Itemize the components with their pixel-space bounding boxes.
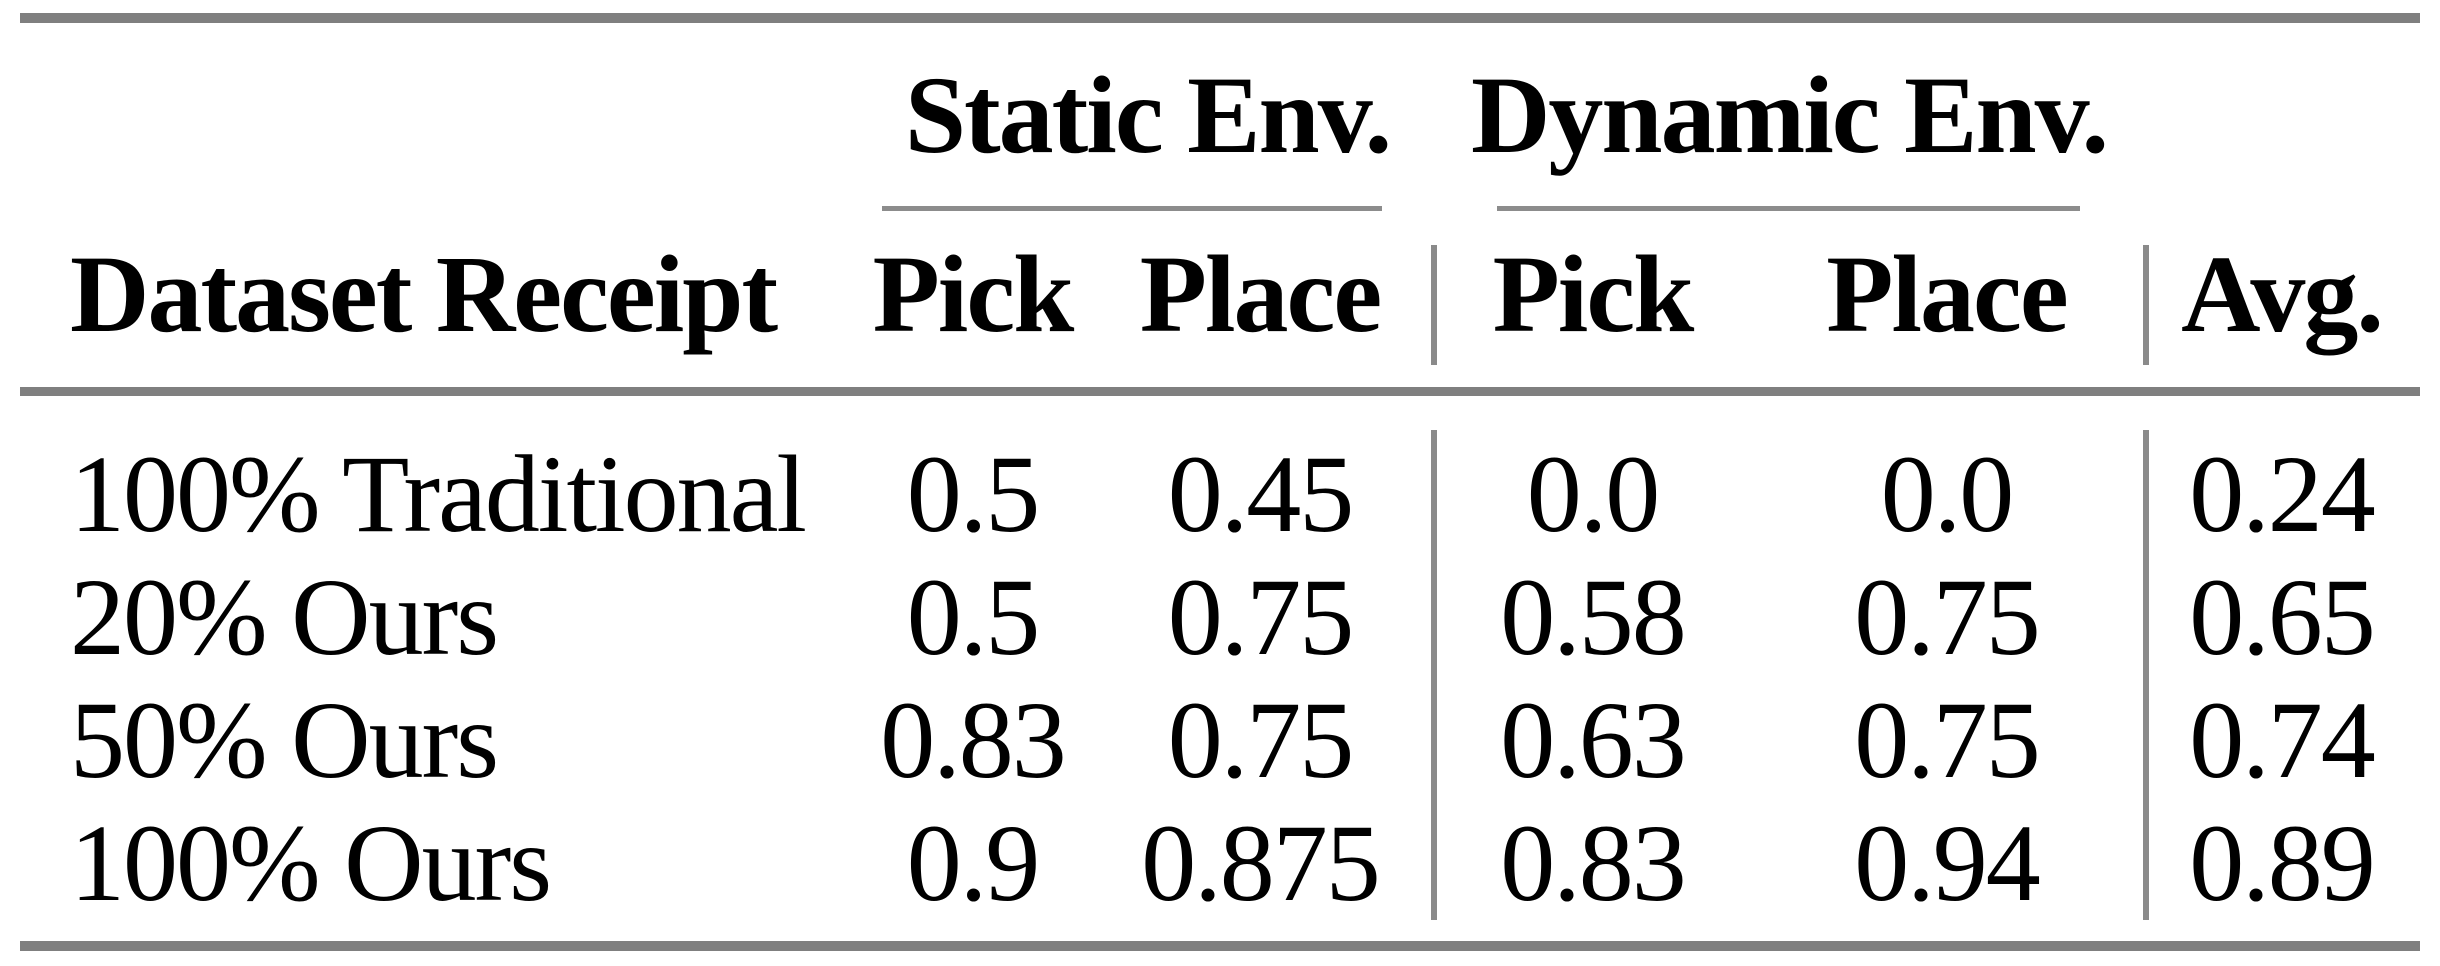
cell-dynamic-place-value: 0.94 [1854, 801, 2041, 924]
table-row: 100% Traditional 0.5 0.45 0.0 0.0 0.24 [20, 382, 2420, 555]
cell-static-place-value: 0.875 [1141, 801, 1381, 924]
cell-static-place-value: 0.75 [1167, 555, 1355, 678]
cell-avg-value: 0.24 [2189, 432, 2376, 555]
column-header-avg: Avg. [2181, 233, 2384, 355]
column-divider-avg [2143, 245, 2149, 365]
cell-dynamic-pick-value: 0.83 [1500, 801, 1687, 924]
cell-dynamic-place-value: 0.75 [1854, 678, 2041, 801]
cell-dynamic-pick-value: 0.63 [1500, 678, 1687, 801]
cell-static-pick-value: 0.5 [906, 555, 1041, 678]
cell-avg-value: 0.74 [2189, 678, 2376, 801]
group-header-dynamic-env: Dynamic Env. [1470, 53, 2109, 176]
middle-rule [20, 387, 2420, 396]
cell-dynamic-place-value: 0.0 [1880, 432, 2015, 555]
cell-static-pick-value: 0.5 [906, 432, 1041, 555]
row-label: 100% Traditional [70, 432, 807, 555]
group-header-row: Static Env. Dynamic Env. [20, 23, 2420, 206]
table-row: 20% Ours 0.5 0.75 0.58 0.75 0.65 [20, 555, 2420, 678]
cell-static-pick-value: 0.9 [906, 801, 1041, 924]
bottom-rule [20, 941, 2420, 951]
cell-dynamic-pick-value: 0.0 [1526, 432, 1661, 555]
column-divider-avg [2143, 430, 2149, 920]
cell-dynamic-place-value: 0.75 [1854, 555, 2041, 678]
column-header-dataset-receipt: Dataset Receipt [70, 233, 778, 355]
group-header-static-env: Static Env. [904, 53, 1392, 176]
column-header-dynamic-pick: Pick [1492, 233, 1695, 355]
column-header-static-place: Place [1139, 233, 1382, 355]
column-header-static-pick: Pick [872, 233, 1075, 355]
dynamic-env-cmidrule [1497, 206, 2080, 211]
table-row: 100% Ours 0.9 0.875 0.83 0.94 0.89 [20, 801, 2420, 924]
group-header-spacer [2143, 23, 2420, 206]
cell-static-place-value: 0.75 [1167, 678, 1355, 801]
static-env-cmidrule [882, 206, 1382, 211]
cell-dynamic-pick-value: 0.58 [1500, 555, 1687, 678]
cell-avg-value: 0.89 [2189, 801, 2376, 924]
group-header-spacer [20, 23, 860, 206]
row-label: 50% Ours [70, 678, 499, 801]
cell-static-place-value: 0.45 [1167, 432, 1355, 555]
top-rule [20, 13, 2420, 23]
cell-static-pick-value: 0.83 [880, 678, 1067, 801]
table-row: 50% Ours 0.83 0.75 0.63 0.75 0.74 [20, 678, 2420, 801]
results-table: Static Env. Dynamic Env. Dataset Receipt… [20, 23, 2420, 924]
column-header-dynamic-place: Place [1826, 233, 2068, 355]
column-divider-static-dynamic [1431, 430, 1437, 920]
cell-avg-value: 0.65 [2189, 555, 2376, 678]
row-label: 20% Ours [70, 555, 499, 678]
row-label: 100% Ours [70, 801, 552, 924]
column-divider-static-dynamic [1431, 245, 1437, 365]
column-header-row: Dataset Receipt Pick Place Pick Place Av… [20, 206, 2420, 382]
